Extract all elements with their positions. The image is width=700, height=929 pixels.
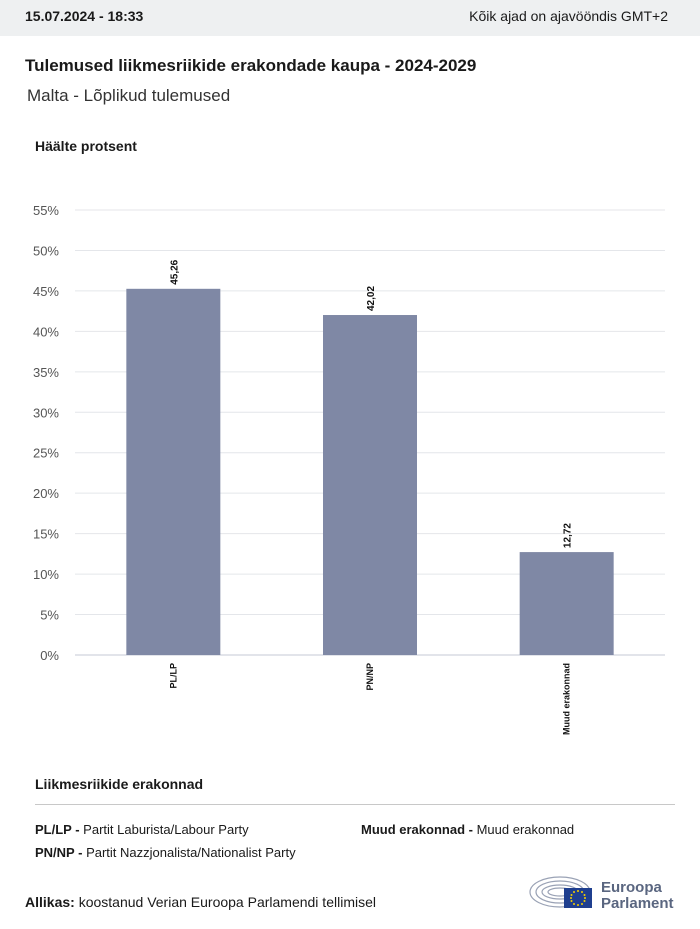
category-labels: PL/LP PN/NP Muud erakonnad: [168, 663, 571, 735]
legend-name: Partit Nazzjonalista/Nationalist Party: [86, 845, 296, 860]
source-label: Allikas:: [25, 894, 75, 910]
y-tick-label: 55%: [33, 203, 59, 218]
value-label: 12,72: [563, 523, 574, 548]
source-note: Allikas: koostanud Verian Euroopa Parlam…: [25, 894, 376, 910]
top-bar: 15.07.2024 - 18:33 Kõik ajad on ajavöönd…: [0, 0, 700, 36]
y-tick-label: 35%: [33, 365, 59, 380]
y-tick-label: 10%: [33, 567, 59, 582]
page-subtitle: Malta - Lõplikud tulemused: [27, 86, 231, 105]
timezone-note: Kõik ajad on ajavööndis GMT+2: [469, 8, 668, 24]
logo-wordmark: Euroopa Parlament: [601, 880, 674, 912]
legend-abbr: PL/LP -: [35, 822, 80, 837]
bar: [323, 315, 417, 655]
y-tick-label: 45%: [33, 284, 59, 299]
legend-abbr: Muud erakonnad -: [361, 822, 473, 837]
datetime: 15.07.2024 - 18:33: [25, 8, 144, 24]
y-tick-labels: 0% 5% 10% 15% 20% 25% 30% 35% 40% 45% 50% 55%: [33, 203, 59, 663]
category-label: Muud erakonnad: [562, 663, 572, 735]
y-tick-label: 0%: [40, 648, 59, 663]
y-tick-label: 5%: [40, 608, 59, 623]
y-tick-label: 15%: [33, 527, 59, 542]
bar: [519, 552, 614, 655]
value-labels: 45,26 42,02 12,72: [169, 259, 573, 548]
bar-chart: 0% 5% 10% 15% 20% 25% 30% 35% 40% 45% 50% 55% 45,26…: [33, 203, 665, 735]
page-title: Tulemused liikmesriikide erakondade kaup…: [25, 56, 477, 75]
legend-abbr: PN/NP -: [35, 845, 83, 860]
y-tick-label: 20%: [33, 486, 59, 501]
legend-name: Muud erakonnad: [476, 822, 575, 837]
logo-line1: Euroopa: [601, 879, 662, 896]
european-parliament-logo-icon: [529, 876, 592, 908]
legend-name: Partit Laburista/Labour Party: [83, 822, 249, 837]
legend-item-pl: PL/LP - Partit Laburista/Labour Party: [35, 822, 249, 837]
category-label: PN/NP: [365, 663, 375, 691]
y-tick-label: 25%: [33, 446, 59, 461]
y-tick-label: 50%: [33, 243, 59, 258]
legend-divider: [35, 804, 675, 805]
value-label: 45,26: [169, 259, 180, 284]
y-tick-label: 40%: [33, 324, 59, 339]
bars: [126, 288, 614, 655]
legend-item-pn: PN/NP - Partit Nazzjonalista/Nationalist…: [35, 845, 296, 860]
bar: [126, 288, 221, 655]
logo-line2: Parlament: [601, 895, 674, 912]
category-label: PL/LP: [168, 663, 178, 689]
legend-title: Liikmesriikide erakonnad: [35, 776, 204, 792]
y-tick-label: 30%: [33, 405, 59, 420]
legend-item-others: Muud erakonnad - Muud erakonnad: [361, 822, 574, 837]
source-text: koostanud Verian Euroopa Parlamendi tell…: [78, 894, 376, 910]
y-axis-label: Häälte protsent: [35, 138, 137, 154]
value-label: 42,02: [366, 286, 377, 311]
